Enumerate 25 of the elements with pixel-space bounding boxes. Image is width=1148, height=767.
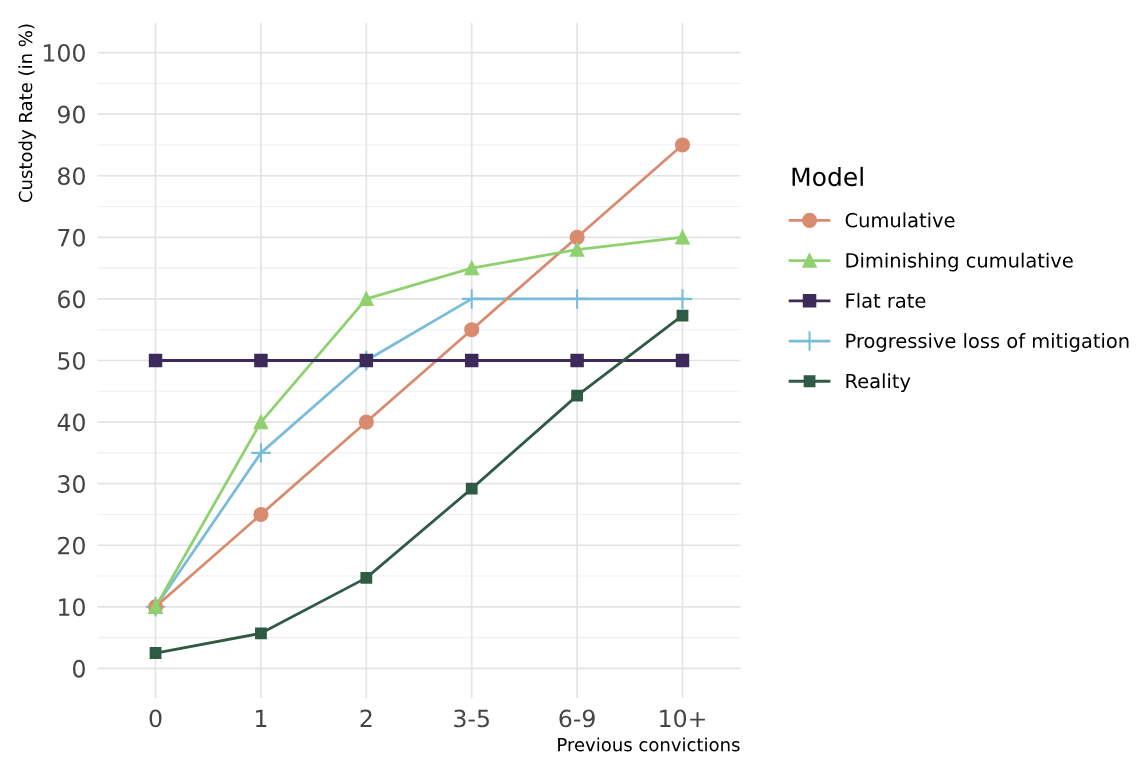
- legend-label: Reality: [846, 373, 911, 393]
- y-axis-title: Custody Rate (in %): [18, 24, 36, 203]
- x-tick-label: 6-9: [559, 709, 595, 728]
- y-tick-label: 70: [58, 228, 85, 247]
- y-tick-label: 80: [58, 167, 85, 186]
- x-tick-label: 0: [149, 709, 162, 728]
- y-tick-label: 60: [58, 290, 85, 309]
- legend-label: Cumulative: [845, 212, 955, 228]
- y-tick-label: 40: [57, 413, 85, 432]
- y-tick-label: 10: [59, 598, 85, 617]
- x-tick-label: 10+: [660, 709, 705, 728]
- x-axis-title: Previous convictions: [558, 737, 740, 752]
- x-tick-label: 2: [360, 709, 372, 728]
- legend-title: Model: [792, 166, 863, 187]
- legend-label: Progressive loss of mitigation: [846, 333, 1129, 352]
- legend-label: Diminishing cumulative: [846, 252, 1073, 272]
- x-tick-label: 3-5: [454, 709, 489, 728]
- y-tick-label: 90: [57, 105, 85, 124]
- legend-label: Flat rate: [846, 292, 926, 308]
- y-tick-label: 20: [58, 536, 85, 555]
- x-tick-label: 1: [256, 709, 267, 728]
- y-tick-label: 100: [43, 44, 85, 62]
- y-tick-label: 50: [58, 351, 85, 370]
- y-tick-label: 0: [73, 659, 85, 678]
- y-tick-label: 30: [58, 475, 85, 493]
